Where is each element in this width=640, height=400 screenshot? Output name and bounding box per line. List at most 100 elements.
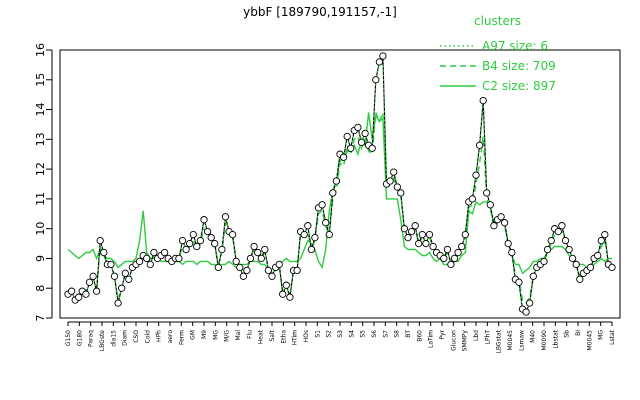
legend-label-a97: A97 size: 6 xyxy=(482,39,548,53)
data-point xyxy=(110,272,119,280)
data-point xyxy=(472,171,480,179)
data-point xyxy=(67,287,76,295)
y-tick-label: 13 xyxy=(34,132,47,146)
data-point xyxy=(458,242,466,251)
y-tick-label: 10 xyxy=(34,222,47,236)
data-point xyxy=(282,281,290,289)
data-point xyxy=(576,275,584,283)
y-tick-label: 11 xyxy=(34,192,47,206)
data-point xyxy=(357,138,366,146)
data-point xyxy=(332,177,341,185)
data-point xyxy=(515,278,523,286)
data-point xyxy=(500,219,509,227)
data-point xyxy=(160,248,169,257)
x-tick-label: Etha xyxy=(280,330,287,344)
data-point xyxy=(347,144,355,152)
data-point xyxy=(490,222,498,230)
data-point xyxy=(186,239,194,248)
x-tick-label: B60 xyxy=(416,330,423,342)
data-point xyxy=(307,245,316,254)
x-tick-label: Glucon xyxy=(450,330,457,351)
data-point xyxy=(415,239,423,248)
data-point xyxy=(461,230,469,239)
x-tick-label: Mal xyxy=(235,330,242,341)
x-tick-label: S2 xyxy=(326,330,333,338)
data-point xyxy=(293,266,301,275)
data-point xyxy=(554,227,562,236)
x-tick-label: S6 xyxy=(371,330,378,338)
x-tick-label: M9 xyxy=(201,330,208,339)
x-tick-label: Lbstat xyxy=(552,329,559,348)
chart-title: ybbF [189790,191157,-1] xyxy=(243,5,397,19)
data-point xyxy=(189,230,197,239)
data-point xyxy=(418,230,426,239)
data-point xyxy=(558,222,566,230)
data-point xyxy=(400,225,409,233)
x-tick-label: Paraq xyxy=(88,330,95,347)
x-tick-label: S3 xyxy=(337,330,344,338)
data-point xyxy=(243,266,251,275)
x-tick-label: S7 xyxy=(382,330,389,338)
data-point xyxy=(561,236,570,245)
x-tick-label: S8 xyxy=(394,330,401,338)
data-point xyxy=(182,245,190,254)
data-point xyxy=(207,233,215,242)
x-tick-label: Flu xyxy=(246,330,253,339)
data-point xyxy=(261,245,269,254)
x-tick-label: LPhT xyxy=(484,330,491,345)
x-tick-label: Lbd xyxy=(473,330,480,341)
data-point xyxy=(608,263,616,272)
x-tick-label: Heat xyxy=(258,329,265,344)
x-tick-label: GM xyxy=(190,330,197,340)
data-point xyxy=(200,216,208,224)
x-tick-label: M40 xyxy=(530,330,537,343)
data-point xyxy=(254,248,262,257)
x-tick-label: Salt xyxy=(269,329,276,341)
plot-area xyxy=(59,49,621,319)
y-tick-label: 8 xyxy=(34,285,47,292)
data-point xyxy=(586,263,595,272)
data-point xyxy=(475,141,484,149)
x-tick-label: HOs xyxy=(303,330,310,342)
x-tick-label: SMMPy xyxy=(462,330,469,352)
x-tick-label: HTim xyxy=(292,330,299,346)
series-line-profile xyxy=(67,54,613,313)
x-tick-label: BT xyxy=(405,330,412,338)
x-tick-label: Diam xyxy=(122,330,129,346)
data-point xyxy=(121,269,129,277)
data-point xyxy=(135,257,144,266)
data-point xyxy=(268,272,276,280)
data-point xyxy=(218,245,226,254)
data-point xyxy=(339,153,348,161)
data-point xyxy=(118,284,126,292)
data-point xyxy=(75,293,83,301)
data-point xyxy=(393,183,401,191)
x-tick-label: G180 xyxy=(76,330,83,346)
x-axis: G150 G180 Paraq LBGste dla15 Diam CSO Cold HPh ae… xyxy=(65,321,616,354)
data-point xyxy=(379,52,387,60)
x-tick-label: Sb xyxy=(564,330,571,338)
data-point xyxy=(483,189,491,197)
data-point xyxy=(522,308,530,316)
x-tick-label: M0090 xyxy=(541,330,548,351)
x-tick-label: G150 xyxy=(65,330,72,346)
data-point xyxy=(443,245,452,254)
data-point xyxy=(354,123,362,132)
x-tick-label: M0045 xyxy=(586,330,593,351)
data-point xyxy=(343,132,351,141)
data-point xyxy=(386,177,394,185)
x-tick-label: MG xyxy=(598,330,605,340)
data-point xyxy=(508,248,516,257)
y-axis: 7 8 9 10 11 12 13 14 15 16 xyxy=(34,43,53,322)
data-point xyxy=(468,195,477,203)
data-point xyxy=(543,245,552,254)
y-tick-label: 16 xyxy=(34,43,47,57)
data-point xyxy=(100,248,108,257)
series-line-a97 xyxy=(67,53,613,313)
data-point xyxy=(368,144,376,152)
series-line-c2 xyxy=(67,112,612,275)
data-point xyxy=(150,248,158,257)
data-point xyxy=(318,201,326,209)
data-point xyxy=(214,263,222,272)
data-point xyxy=(597,236,605,245)
